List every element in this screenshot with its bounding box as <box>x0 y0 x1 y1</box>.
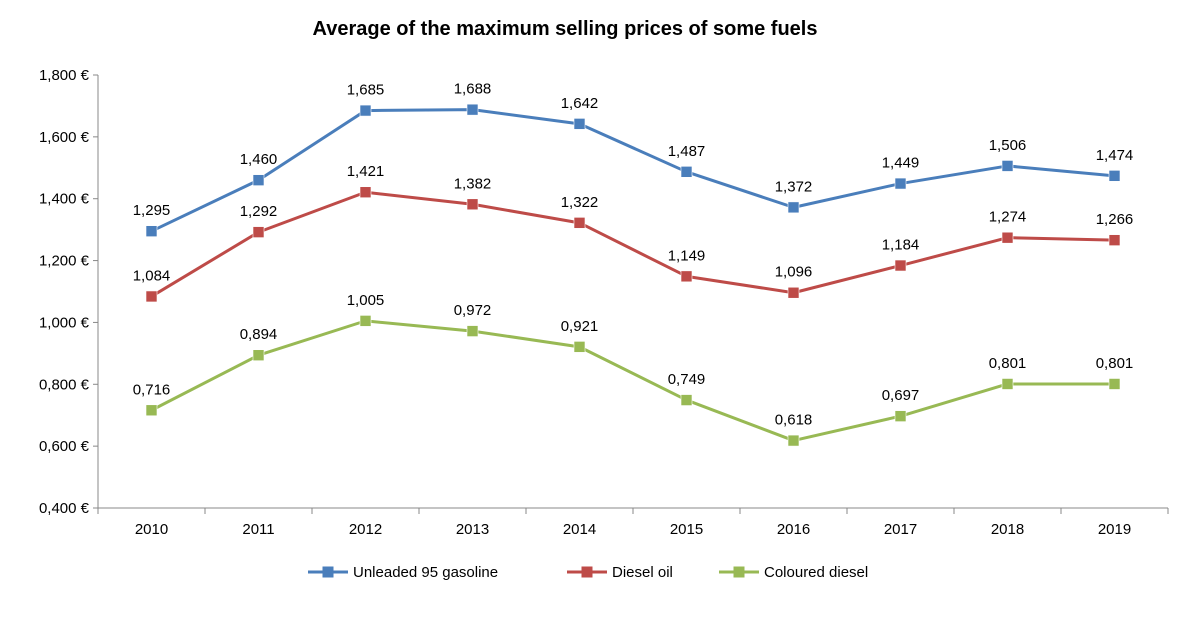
x-tick-label: 2015 <box>670 521 703 538</box>
data-point-unleaded-95-gasoline <box>359 104 372 117</box>
data-point-unleaded-95-gasoline <box>1001 160 1014 172</box>
data-label-unleaded-95-gasoline: 1,460 <box>240 151 278 168</box>
data-label-coloured-diesel: 0,749 <box>668 371 706 388</box>
data-point-coloured-diesel <box>1001 378 1014 390</box>
data-point-unleaded-95-gasoline <box>573 118 586 130</box>
data-point-diesel-oil <box>145 290 158 303</box>
x-tick-label: 2018 <box>991 521 1024 538</box>
data-point-diesel-oil <box>680 270 693 283</box>
y-tick-label: 0,400 € <box>39 500 90 517</box>
data-label-coloured-diesel: 1,005 <box>347 292 385 309</box>
data-point-diesel-oil <box>894 259 907 272</box>
y-tick-label: 1,000 € <box>39 314 90 331</box>
legend-label-diesel-oil: Diesel oil <box>612 564 673 581</box>
data-point-unleaded-95-gasoline <box>252 174 265 186</box>
data-label-diesel-oil: 1,149 <box>668 247 706 264</box>
series-lines <box>150 108 1115 443</box>
data-point-unleaded-95-gasoline <box>787 201 800 214</box>
data-label-unleaded-95-gasoline: 1,487 <box>668 143 706 160</box>
data-label-unleaded-95-gasoline: 1,474 <box>1096 147 1134 164</box>
x-tick-label: 2013 <box>456 521 489 538</box>
data-label-coloured-diesel: 0,972 <box>454 302 492 319</box>
data-label-diesel-oil: 1,096 <box>775 264 813 281</box>
data-label-unleaded-95-gasoline: 1,372 <box>775 178 813 195</box>
series-markers <box>145 103 1121 447</box>
x-tick-label: 2011 <box>242 521 274 538</box>
data-label-diesel-oil: 1,322 <box>561 194 599 211</box>
legend-marker-coloured-diesel <box>733 566 745 578</box>
axes: 0,400 € 0,600 € 0,800 € 1,000 € 1,200 € 1,400… <box>39 67 1169 538</box>
data-point-diesel-oil <box>1001 231 1014 244</box>
data-label-coloured-diesel: 0,921 <box>561 318 599 335</box>
y-tick-label: 1,200 € <box>39 253 90 270</box>
x-tick-label: 2014 <box>563 521 596 538</box>
series-line-diesel-oil <box>150 190 1115 298</box>
data-point-diesel-oil <box>359 186 372 199</box>
data-point-coloured-diesel <box>252 349 265 362</box>
legend-marker-diesel-oil <box>581 566 593 578</box>
data-label-unleaded-95-gasoline: 1,506 <box>989 137 1027 154</box>
x-tick-label: 2012 <box>349 521 382 538</box>
data-label-unleaded-95-gasoline: 1,688 <box>454 81 492 98</box>
chart-title: Average of the maximum selling prices of… <box>312 18 818 40</box>
y-tick-label: 1,600 € <box>39 129 90 146</box>
data-point-coloured-diesel <box>573 341 586 353</box>
data-label-coloured-diesel: 0,801 <box>989 355 1027 372</box>
data-point-coloured-diesel <box>145 404 158 417</box>
data-point-coloured-diesel <box>359 315 372 327</box>
data-point-coloured-diesel <box>466 325 479 337</box>
data-label-diesel-oil: 1,382 <box>454 175 492 192</box>
data-label-unleaded-95-gasoline: 1,642 <box>561 95 599 112</box>
data-point-diesel-oil <box>1108 234 1121 246</box>
data-label-diesel-oil: 1,421 <box>347 163 385 180</box>
data-point-unleaded-95-gasoline <box>1108 170 1121 182</box>
x-tick-label: 2017 <box>884 521 917 538</box>
data-label-diesel-oil: 1,184 <box>882 237 920 254</box>
data-point-diesel-oil <box>787 286 800 299</box>
data-point-diesel-oil <box>252 226 265 238</box>
data-labels: 1,295 1,460 1,685 1,688 1,642 1,487 1,372 1,449… <box>133 81 1134 429</box>
data-label-unleaded-95-gasoline: 1,449 <box>882 155 920 172</box>
x-tick-label: 2010 <box>135 521 168 538</box>
data-label-diesel-oil: 1,274 <box>989 209 1027 226</box>
data-label-coloured-diesel: 0,716 <box>133 381 171 398</box>
data-label-coloured-diesel: 0,894 <box>240 326 278 343</box>
data-point-coloured-diesel <box>894 410 907 422</box>
data-point-unleaded-95-gasoline <box>894 177 907 190</box>
data-label-coloured-diesel: 0,801 <box>1096 355 1134 372</box>
legend-marker-unleaded-95-gasoline <box>322 566 334 578</box>
x-tick-label: 2016 <box>777 521 810 538</box>
legend: Unleaded 95 gasoline Diesel oil Coloured d… <box>308 564 868 581</box>
data-label-diesel-oil: 1,084 <box>133 267 171 284</box>
data-point-coloured-diesel <box>680 394 693 406</box>
data-label-diesel-oil: 1,292 <box>240 203 278 220</box>
data-point-unleaded-95-gasoline <box>466 103 479 116</box>
series-line-unleaded-95-gasoline <box>150 108 1115 233</box>
data-label-unleaded-95-gasoline: 1,295 <box>133 202 171 219</box>
data-label-coloured-diesel: 0,618 <box>775 412 813 429</box>
data-point-diesel-oil <box>573 217 586 229</box>
data-point-unleaded-95-gasoline <box>680 166 693 178</box>
series-line-coloured-diesel <box>150 319 1115 443</box>
x-tick-label: 2019 <box>1098 521 1131 538</box>
data-point-coloured-diesel <box>787 434 800 447</box>
data-label-unleaded-95-gasoline: 1,685 <box>347 82 385 99</box>
legend-label-coloured-diesel: Coloured diesel <box>764 564 868 581</box>
legend-label-unleaded-95-gasoline: Unleaded 95 gasoline <box>353 564 498 581</box>
data-point-diesel-oil <box>466 198 479 211</box>
y-tick-label: 0,600 € <box>39 438 90 455</box>
y-tick-label: 1,400 € <box>39 191 90 208</box>
y-tick-label: 0,800 € <box>39 376 90 393</box>
data-point-coloured-diesel <box>1108 378 1121 390</box>
data-label-coloured-diesel: 0,697 <box>882 387 920 404</box>
data-label-diesel-oil: 1,266 <box>1096 211 1134 228</box>
y-tick-label: 1,800 € <box>39 67 90 84</box>
data-point-unleaded-95-gasoline <box>145 225 158 237</box>
